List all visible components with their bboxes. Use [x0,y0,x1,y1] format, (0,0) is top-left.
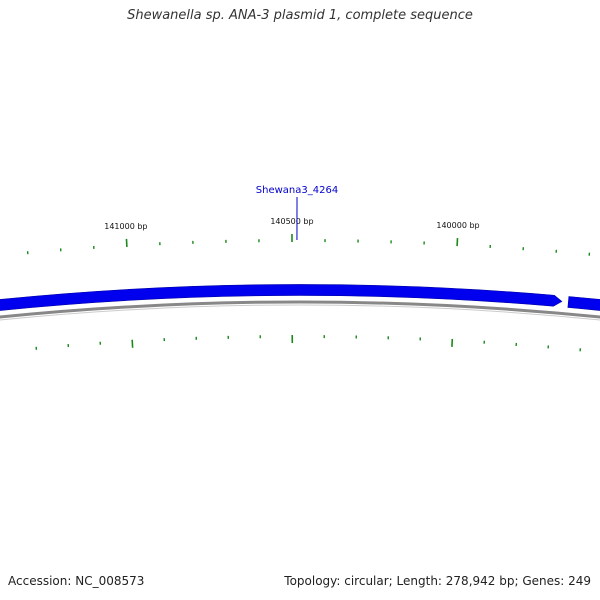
tick-label: 141000 bp [104,222,147,231]
gene-track [0,284,600,311]
gene-label-layer: Shewana3_4265Shewana3_4264Shewana3_4263 [256,185,338,241]
inner-tick-ring [35,335,582,352]
gene-label: Shewana3_4264 [256,185,338,196]
gene-arrow-shewana3-4263 [567,296,600,311]
sequence-backbone [0,300,600,321]
map-title: Shewanella sp. ANA-3 plasmid 1, complete… [127,8,473,23]
tick-label: 140500 bp [270,217,313,226]
accession-text: Accession: NC_008573 [8,574,145,588]
tick-label: 140000 bp [436,221,479,230]
backbone-line [0,300,600,319]
backbone-shadow [0,304,600,321]
gene-arrow-shewana3-4264 [0,284,563,311]
topology-summary: Topology: circular; Length: 278,942 bp; … [284,574,591,588]
